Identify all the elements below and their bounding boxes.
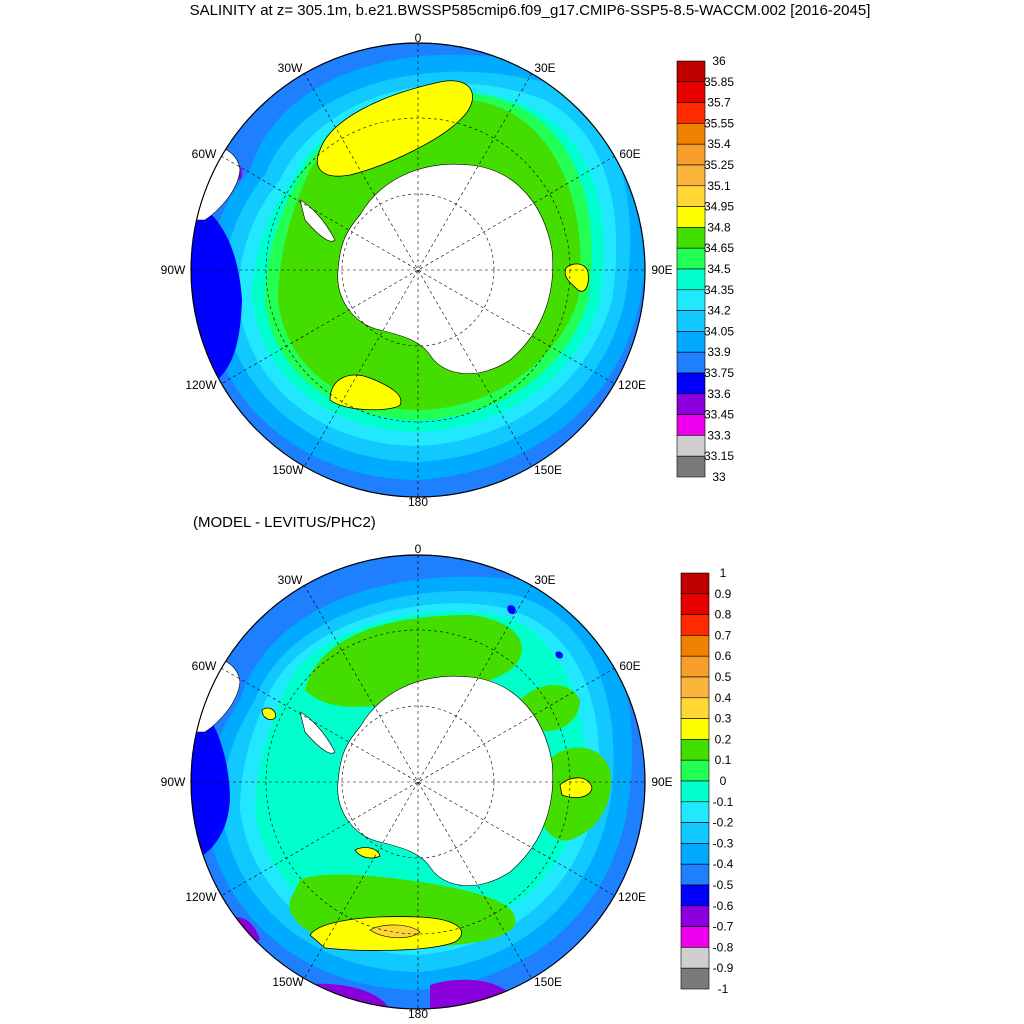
colorbar-label: 35.4 [707,137,731,151]
colorbar-label: 34.35 [704,283,734,297]
colorbar-label: 33 [712,470,726,484]
colorbar-swatch [676,455,706,478]
colorbar-label: 33.15 [704,449,734,463]
colorbar-label: 35.85 [704,75,734,89]
colorbar-label: 35.55 [704,116,734,130]
lon-label-30w: 30W [278,61,303,75]
lon-label-150w: 150W [272,463,304,477]
lon-label-90e: 90E [651,263,672,277]
colorbar-label: 35.1 [707,179,731,193]
colorbar-bottom: 1 0.9 0.8 0.7 0.6 0.5 0.4 0.3 0.2 0.1 0 -0.1 -0.2 -0.… [680,566,734,996]
lon-label-120e: 120E [618,378,646,392]
colorbar-swatch [680,718,710,740]
colorbar-label: 33.45 [704,408,734,422]
colorbar-label: 0.3 [715,712,732,726]
colorbar-label: -1 [718,982,729,996]
colorbar-label: -0.4 [713,857,734,871]
colorbar-swatch [680,614,710,636]
colorbar-label: 36 [712,54,726,68]
lon-label-60w: 60W [192,147,217,161]
colorbar-swatch [680,843,710,865]
salinity-map-top: 0 30E 60E 90E 120E 150E 180 150W 120W 90… [161,31,735,509]
longitude-labels-bottom: 0 30E 60E 90E 120E 150E 180 150W 120W 90… [161,542,673,1021]
colorbar-swatch [680,572,710,595]
colorbar-label: -0.9 [713,961,734,975]
lon-label-60e-b: 60E [619,659,640,673]
colorbar-label: 34.2 [707,304,731,318]
colorbar-label: 34.5 [707,262,731,276]
lon-label-60e: 60E [619,147,640,161]
longitude-labels-top: 0 30E 60E 90E 120E 150E 180 150W 120W 90… [161,31,673,509]
colorbar-swatch [680,759,710,782]
lon-label-150w-b: 150W [272,975,304,989]
colorbar-label: 1 [720,566,727,580]
colorbar-swatch [680,884,710,907]
colorbar-label: 0.2 [715,732,732,746]
lon-label-30w-b: 30W [278,573,303,587]
colorbar-swatch [680,822,710,844]
colorbar-label: 0.1 [715,753,732,767]
lon-label-90w: 90W [161,263,186,277]
colorbar-swatch [680,926,710,948]
colorbar-label: 34.65 [704,241,734,255]
lon-label-120e-b: 120E [618,890,646,904]
colorbar-label: 0.6 [715,649,732,663]
colorbar-label: 34.05 [704,324,734,338]
colorbar-label: -0.2 [713,816,734,830]
colorbar-label: 33.6 [707,387,731,401]
colorbar-label: 0.7 [715,628,732,642]
colorbar-swatch [680,780,710,803]
graticule-bottom [191,555,645,1009]
lon-label-0: 0 [415,31,422,45]
colorbar-label: 0.5 [715,670,732,684]
colorbar-label: 0.9 [715,587,732,601]
colorbar-label: 35.7 [707,96,731,110]
colorbar-swatch [680,967,710,990]
colorbar-swatch [680,635,710,657]
colorbar-label: -0.6 [713,899,734,913]
colorbar-label: 34.95 [704,200,734,214]
lon-label-90w-b: 90W [161,775,186,789]
colorbar-label: 33.9 [707,345,731,359]
lon-label-150e-b: 150E [534,975,562,989]
lon-label-120w: 120W [185,378,217,392]
colorbar-swatch [680,905,710,927]
colorbar-label: 0.4 [715,691,732,705]
colorbar-swatch [680,697,710,719]
colorbar-label: -0.8 [713,940,734,954]
colorbar-swatch [680,593,710,615]
lon-label-180: 180 [408,495,428,509]
colorbar-label: 33.3 [707,428,731,442]
colorbar-swatch [680,676,710,699]
colorbar-swatch [680,739,710,761]
colorbar-label: 33.75 [704,366,734,380]
lon-label-180-b: 180 [408,1007,428,1021]
map-boundary-bottom [190,554,646,1010]
lon-label-150e: 150E [534,463,562,477]
plot-title: SALINITY at z= 305.1m, b.e21.BWSSP585cmi… [189,2,871,19]
colorbar-label: -0.1 [713,795,734,809]
colorbar-swatch [680,863,710,886]
colorbar-label: 35.25 [704,158,734,172]
colorbar-swatch [680,801,710,823]
colorbar-label: -0.3 [713,836,734,850]
lon-label-90e-b: 90E [651,775,672,789]
lon-label-30e-b: 30E [534,573,555,587]
lon-label-0-b: 0 [415,542,422,556]
lon-label-120w-b: 120W [185,890,217,904]
colorbar-swatch [680,947,710,969]
lon-label-30e: 30E [534,61,555,75]
colorbar-swatch [680,655,710,678]
colorbar-label: 34.8 [707,220,731,234]
colorbar-top: 36 35.85 35.7 35.55 35.4 35.25 35.1 34.95 34.8 34… [676,54,734,484]
difference-subtitle: (MODEL - LEVITUS/PHC2) [193,514,376,531]
colorbar-label: -0.5 [713,878,734,892]
colorbar-label: -0.7 [713,920,734,934]
lon-label-60w-b: 60W [192,659,217,673]
colorbar-label: 0 [720,774,727,788]
map-boundary-top [190,42,646,498]
colorbar-label: 0.8 [715,608,732,622]
graticule-top [191,43,645,497]
